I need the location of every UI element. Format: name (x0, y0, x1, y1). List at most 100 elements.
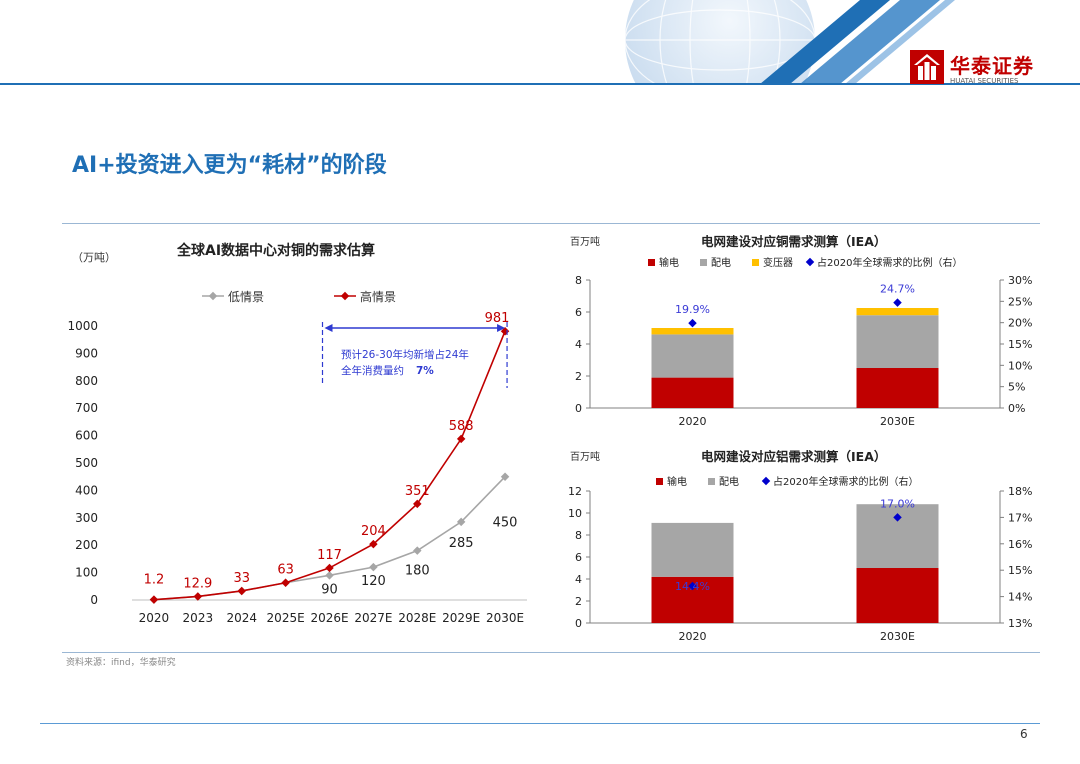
y-tick-label: 800 (75, 374, 98, 388)
x-tick-label: 2025E (267, 611, 305, 625)
data-label: 90 (321, 582, 338, 597)
y-tick-label: 2 (575, 370, 582, 383)
x-tick-label: 2027E (354, 611, 392, 625)
y2-tick-label: 18% (1008, 485, 1032, 498)
legend-label: 配电 (711, 256, 731, 269)
y2-tick-label: 16% (1008, 538, 1032, 551)
content-top-divider (62, 223, 1040, 224)
bar-segment (856, 308, 939, 316)
x-tick-label: 2023 (183, 611, 214, 625)
y-tick-label: 2 (575, 595, 582, 608)
header-divider (0, 83, 1080, 85)
y2-tick-label: 0% (1008, 402, 1025, 415)
ratio-label: 14.4% (675, 580, 710, 593)
copy-demand-line-chart: 全球AI数据中心对铜的需求估算 （万吨） 0 100 200 300 400 500 600 70… (67, 242, 527, 625)
logo-text-en: HUATAI SECURITIES (950, 77, 1019, 85)
y-tick-label: 500 (75, 456, 98, 470)
header-globe-graphic (624, 0, 955, 84)
page-number: 6 (1020, 727, 1028, 741)
annotation-text-line2: 全年消费量约 (341, 364, 404, 377)
ratio-marker (893, 298, 902, 307)
y-tick-label: 400 (75, 483, 98, 497)
data-label: 180 (405, 564, 430, 579)
x-tick-label: 2030E (880, 630, 915, 643)
y2-tick-label: 15% (1008, 338, 1032, 351)
legend-marker (805, 257, 815, 267)
legend-label: 占2020年全球需求的比例（右） (773, 475, 918, 488)
y-tick-label: 4 (575, 573, 582, 586)
data-label: 120 (361, 574, 386, 589)
y-tick-label: 100 (75, 566, 98, 580)
legend-swatch (656, 478, 663, 485)
x-tick-label: 2024 (226, 611, 257, 625)
data-label: 285 (449, 536, 474, 551)
y-tick-label: 12 (568, 485, 582, 498)
legend-swatch (752, 259, 759, 266)
logo-text-cn: 华泰证券 (950, 54, 1034, 78)
ratio-marker (688, 318, 697, 328)
legend-label: 输电 (667, 475, 687, 488)
y2-tick-label: 10% (1008, 359, 1032, 372)
y-tick-label: 700 (75, 401, 98, 415)
y-axis-unit-label: 百万吨 (570, 235, 600, 248)
y-axis-unit-label: （万吨） (72, 251, 116, 264)
data-point (369, 539, 378, 549)
data-label: 117 (317, 548, 342, 563)
bar-segment (651, 334, 734, 378)
data-label: 588 (449, 419, 474, 434)
footer-divider (40, 723, 1040, 724)
bar-segment (651, 377, 734, 408)
grid-copper-bar-chart: 百万吨 电网建设对应铜需求测算（IEA） 输电 配电 变压器 占2020年全球需求的比例（… (570, 234, 1032, 428)
ratio-label: 19.9% (675, 303, 710, 316)
annotation-text-line1: 预计26-30年均新增占24年 (341, 348, 469, 361)
data-point (149, 595, 159, 604)
data-point (193, 592, 203, 601)
y-tick-label: 10 (568, 507, 582, 520)
bar-segment (856, 568, 939, 623)
legend-label: 低情景 (228, 290, 264, 304)
data-label: 981 (485, 311, 510, 326)
y-tick-label: 8 (575, 274, 582, 287)
x-tick-label: 2030E (486, 611, 524, 625)
y-tick-label: 900 (75, 346, 98, 360)
data-label: 1.2 (144, 573, 165, 588)
x-tick-label: 2026E (310, 611, 348, 625)
content-bottom-divider (62, 652, 1040, 653)
logo-mark-icon (910, 50, 944, 84)
y2-tick-label: 17% (1008, 511, 1032, 524)
data-point (325, 571, 334, 580)
data-label: 63 (277, 563, 294, 578)
x-tick-label: 2020 (679, 415, 707, 428)
data-label: 204 (361, 524, 386, 539)
ratio-label: 24.7% (880, 283, 915, 296)
data-point (325, 563, 334, 573)
legend-swatch (708, 478, 715, 485)
y2-tick-label: 20% (1008, 317, 1032, 330)
legend-marker (340, 291, 350, 301)
y2-tick-label: 5% (1008, 381, 1025, 394)
grid-aluminium-bar-chart: 百万吨 电网建设对应铝需求测算（IEA） 输电 配电 占2020年全球需求的比例（右） 0… (568, 449, 1032, 643)
y2-tick-label: 13% (1008, 617, 1032, 630)
data-label: 12.9 (183, 576, 212, 591)
bar-segment (856, 368, 939, 408)
y-axis-unit-label: 百万吨 (570, 450, 600, 463)
x-tick-label: 2020 (139, 611, 170, 625)
y-tick-label: 200 (75, 538, 98, 552)
page-title: AI+投资进入更为“耗材”的阶段 (72, 153, 387, 178)
y-tick-label: 8 (575, 529, 582, 542)
annotation-arrow-right-head (497, 324, 506, 332)
legend-swatch (648, 259, 655, 266)
data-point (456, 517, 466, 527)
y2-tick-label: 30% (1008, 274, 1032, 287)
x-tick-label: 2020 (679, 630, 707, 643)
y-tick-label: 600 (75, 429, 98, 443)
data-point (413, 546, 422, 555)
y2-tick-label: 14% (1008, 591, 1032, 604)
data-point (281, 578, 290, 587)
y2-tick-label: 25% (1008, 295, 1032, 308)
x-tick-label: 2028E (398, 611, 436, 625)
bar-segment (856, 315, 939, 368)
data-label: 33 (233, 571, 250, 586)
chart-title: 电网建设对应铜需求测算（IEA） (701, 234, 886, 249)
legend-label: 占2020年全球需求的比例（右） (817, 256, 962, 269)
